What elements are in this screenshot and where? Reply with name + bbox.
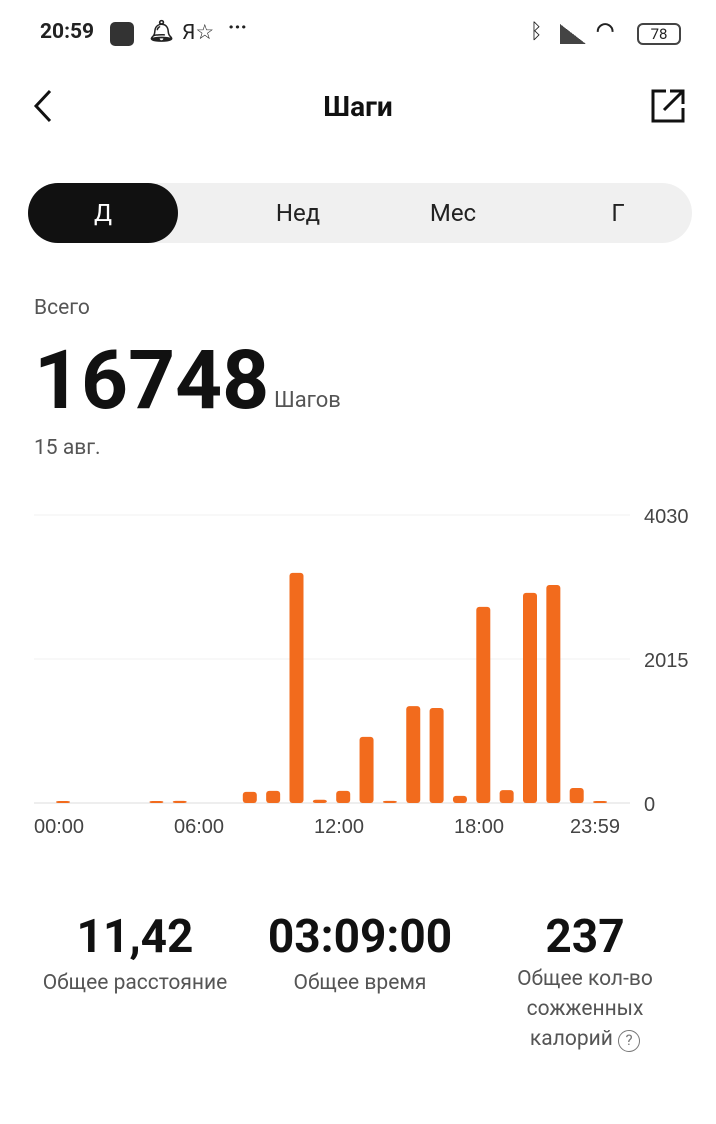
x-tick-label: 06:00: [174, 816, 224, 838]
y-tick-label: 4030: [644, 506, 689, 528]
app-notification-icon: [110, 22, 134, 46]
stat-calories: 237 Общее кол-во сожженных калорий ?: [490, 910, 680, 1054]
bar-hour-13: [359, 736, 374, 803]
help-icon[interactable]: ?: [618, 1030, 641, 1052]
bar-hour-12: [336, 790, 351, 803]
date-label: 15 авг.: [34, 436, 101, 460]
calories-label-text: Общее кол-во сожженных калорий: [517, 967, 653, 1051]
bar-hour-8: [242, 791, 257, 803]
bar-hour-17: [452, 795, 467, 803]
status-time: 20:59: [40, 20, 95, 44]
bar-hour-16: [429, 707, 444, 803]
calories-value: 237: [545, 910, 625, 964]
battery-icon: 78: [637, 23, 681, 45]
bar-hour-23: [593, 801, 608, 803]
time-value: 03:09:00: [267, 910, 453, 964]
bar-hour-18: [476, 606, 491, 803]
time-label: Общее время: [293, 971, 427, 995]
yandex-star-icon: Я☆: [182, 21, 215, 45]
bar-hour-9: [266, 790, 281, 803]
bar-hour-19: [499, 790, 514, 803]
bar-hour-14: [382, 800, 397, 803]
wifi-icon: ◠: [596, 19, 615, 43]
share-icon: [651, 89, 685, 123]
tab-day[interactable]: Д: [28, 183, 178, 243]
y-tick-label: 0: [644, 794, 655, 816]
status-bar: 20:59 🔔︎ Я☆ ··· ᛒ ◠ 78: [40, 16, 686, 50]
total-steps-value: 16748: [34, 333, 270, 429]
distance-value: 11,42: [76, 910, 194, 964]
bar-hour-11: [312, 799, 327, 803]
x-tick-label: 12:00: [314, 816, 364, 838]
bar-hour-4: [149, 801, 164, 803]
y-tick-label: 2015: [644, 650, 689, 672]
tab-week[interactable]: Нед: [275, 199, 321, 227]
more-notifications-icon: ···: [228, 16, 248, 40]
total-label: Всего: [34, 296, 90, 320]
stat-distance: 11,42 Общее расстояние: [20, 910, 250, 998]
bar-hour-22: [569, 787, 584, 803]
bar-hour-10: [289, 572, 304, 803]
bell-icon: 🔔︎: [148, 20, 175, 44]
signal-icon: [560, 24, 586, 44]
bar-hour-15: [406, 706, 421, 803]
bar-hour-21: [546, 585, 561, 803]
bar-hour-20: [523, 592, 537, 803]
x-tick-label: 00:00: [34, 816, 84, 838]
period-tabs: Д Нед Мес Г: [28, 183, 692, 243]
distance-label: Общее расстояние: [42, 971, 228, 995]
steps-chart: 4030 2015 0 00:00 06:00 12:00 18:00 23:59: [34, 506, 689, 838]
chevron-left-icon: [33, 89, 52, 123]
x-tick-label: 23:59: [570, 816, 620, 838]
tab-year[interactable]: Г: [611, 199, 625, 227]
bar-hour-5: [172, 800, 187, 803]
back-button[interactable]: [30, 88, 60, 124]
bluetooth-icon: ᛒ: [530, 20, 543, 44]
steps-unit: Шагов: [274, 388, 341, 413]
stat-time: 03:09:00 Общее время: [250, 910, 470, 998]
x-tick-label: 18:00: [454, 816, 504, 838]
bar-hour-0: [56, 801, 70, 803]
tab-month[interactable]: Мес: [429, 199, 477, 227]
calories-label: Общее кол-во сожженных калорий ?: [490, 964, 680, 1054]
share-button[interactable]: [650, 88, 686, 124]
page-title: Шаги: [323, 90, 393, 123]
